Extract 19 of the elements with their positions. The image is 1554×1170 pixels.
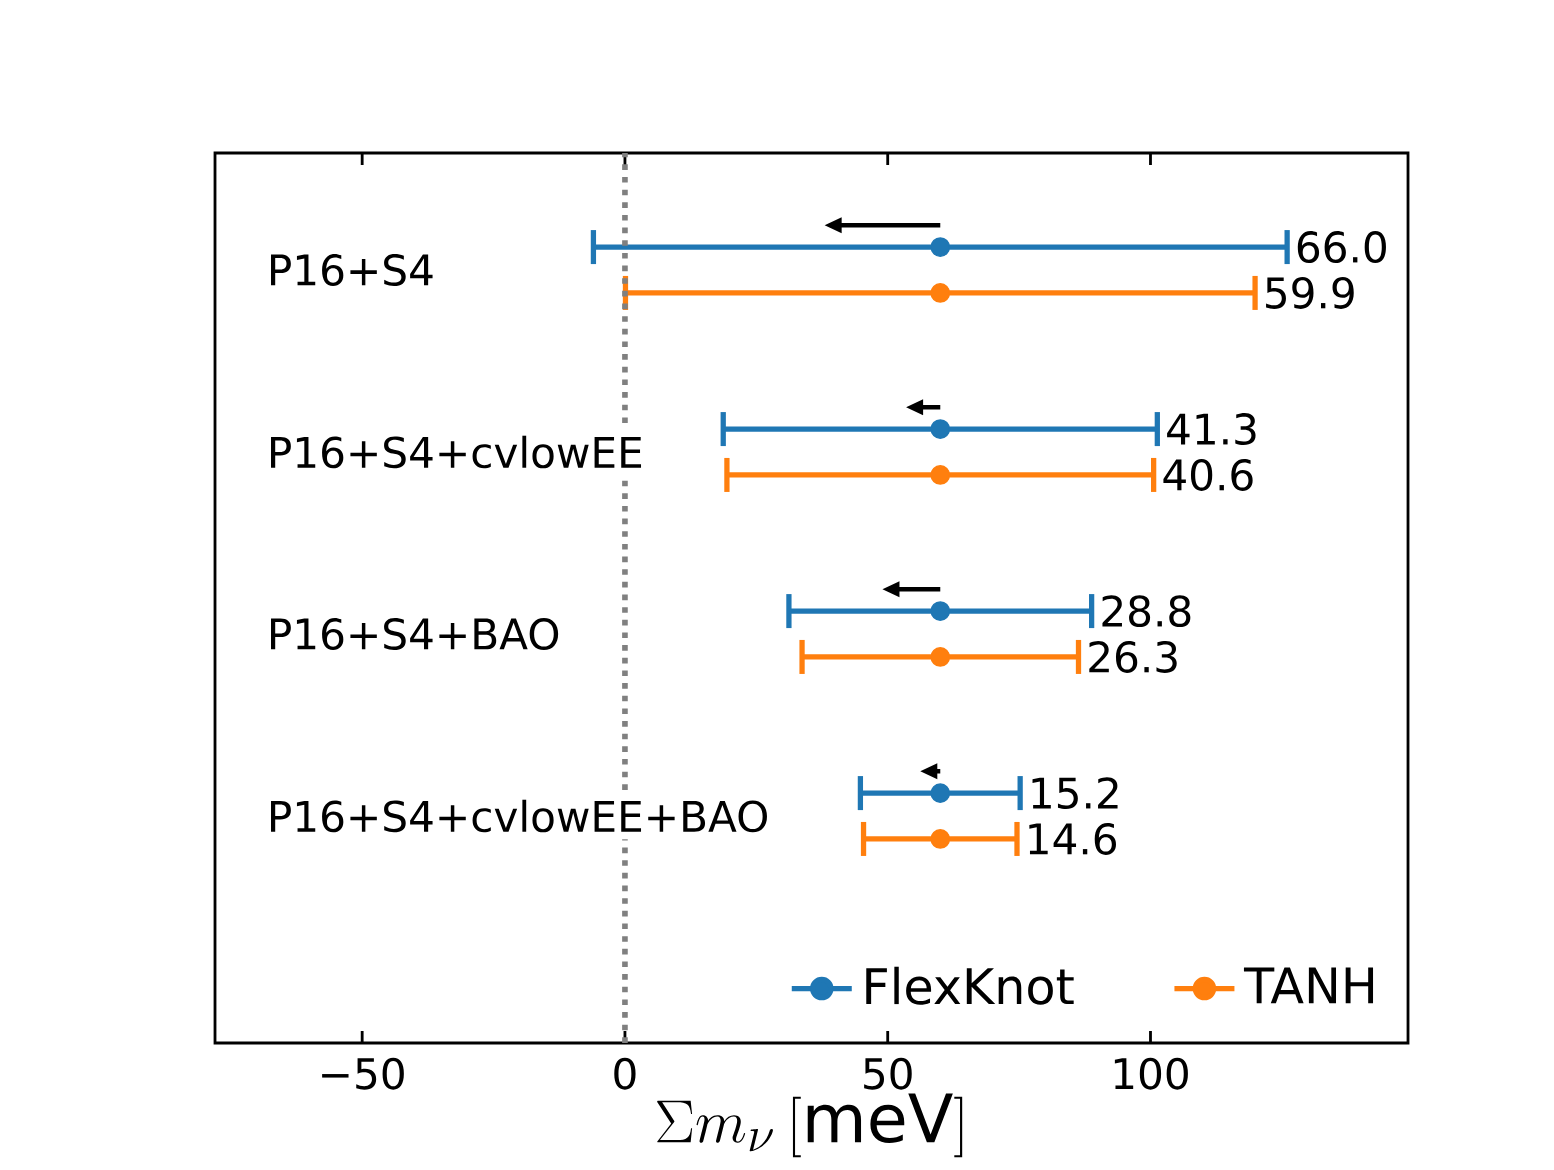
y-tick-label: P16+S4 bbox=[271, 254, 433, 286]
annotation: 40.6 bbox=[1163, 458, 1253, 491]
annotation: 14.6 bbox=[1029, 823, 1116, 855]
x-axis-title: $\Sigma m_{\nu}\,[\mathrm{meV}]$ bbox=[657, 1093, 963, 1158]
annotation: 26.3 bbox=[1089, 640, 1177, 673]
annotation: 41.3 bbox=[1167, 413, 1256, 446]
y-tick-label: P16+S4+cvlowEE+BAO bbox=[271, 799, 767, 833]
x-tick-label: 50 bbox=[864, 1057, 912, 1090]
x-tick-label: −50 bbox=[322, 1057, 404, 1090]
x-tick-label: 0 bbox=[614, 1057, 636, 1090]
annotation: 28.8 bbox=[1102, 595, 1191, 628]
y-tick-label: P16+S4+BAO bbox=[271, 618, 559, 650]
annotation: 59.9 bbox=[1266, 276, 1354, 309]
legend-label: FlexKnot bbox=[866, 966, 1074, 1005]
annotation: 15.2 bbox=[1032, 777, 1118, 810]
legend-label: TANH bbox=[1243, 967, 1374, 1004]
x-tick-label: 100 bbox=[1114, 1057, 1188, 1090]
y-tick-label: P16+S4+cvlowEE bbox=[271, 435, 642, 469]
annotation: 66.0 bbox=[1297, 231, 1386, 264]
